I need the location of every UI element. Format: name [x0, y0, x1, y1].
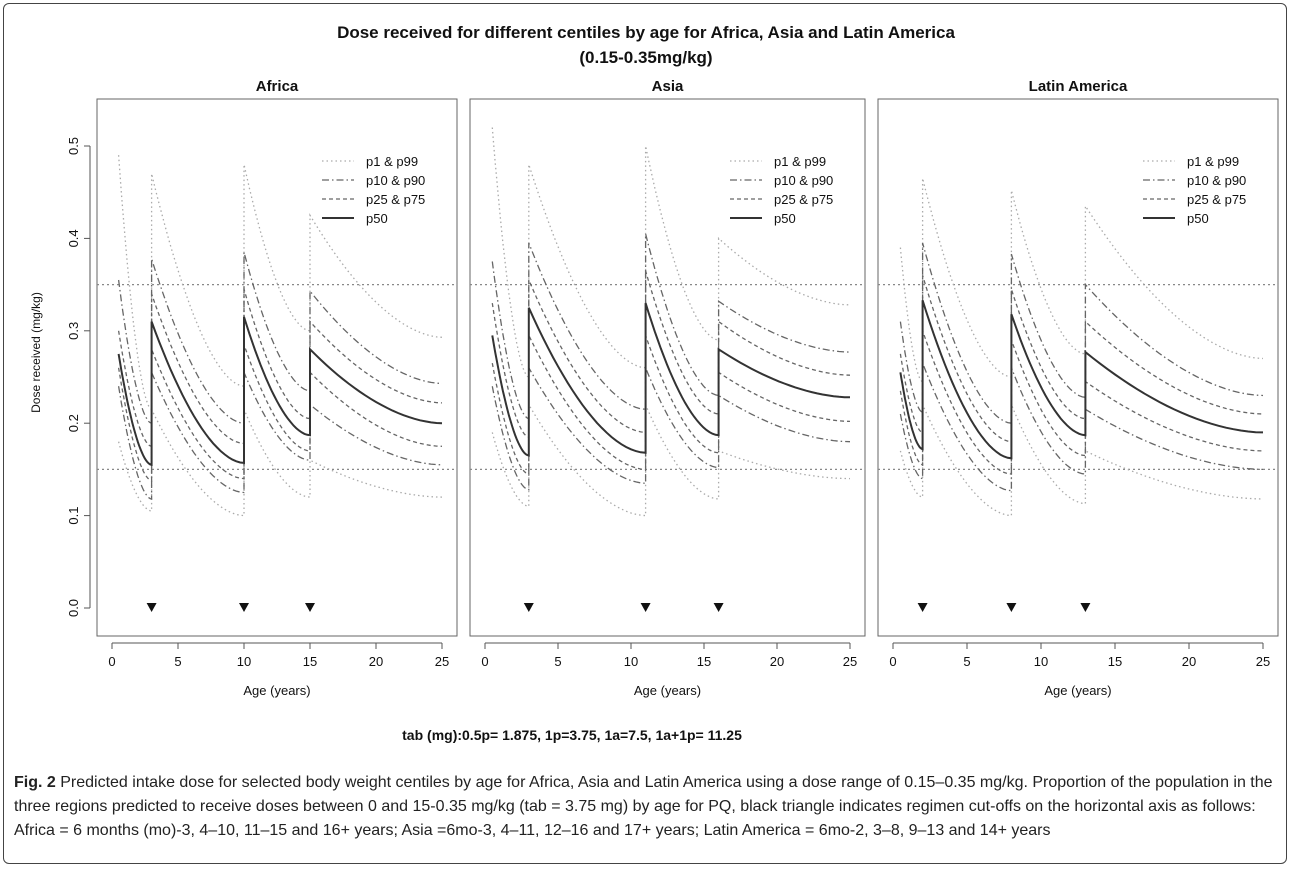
- x-axis-label: Age (years): [243, 683, 310, 698]
- legend-label: p25 & p75: [774, 192, 833, 207]
- x-axis-label: Age (years): [634, 683, 701, 698]
- series-p1-line: [491, 402, 851, 517]
- cutoff-marker: [917, 603, 928, 612]
- legend-label: p1 & p99: [774, 154, 826, 169]
- panel-latin-america: Latin America 0 5 10 15 20 25 Age (years) p1 & p…: [877, 78, 1279, 698]
- series-p25-line: [117, 344, 443, 482]
- series-p75-line: [491, 270, 851, 439]
- series-p50-line: [117, 316, 443, 467]
- y-axis-label: Dose received (mg/kg): [29, 292, 43, 413]
- series-p10-line: [117, 372, 443, 500]
- legend-label: p10 & p90: [774, 173, 833, 188]
- x-tick-label: 25: [843, 654, 857, 669]
- x-tick-label: 25: [1256, 654, 1270, 669]
- x-tick-label: 20: [369, 654, 383, 669]
- y-tick-label: 0.2: [66, 414, 81, 432]
- series-p25-line: [491, 335, 851, 475]
- x-tick-label: 15: [303, 654, 317, 669]
- x-tick-label: 20: [1182, 654, 1196, 669]
- cutoff-marker: [523, 603, 534, 612]
- x-tick-label: 15: [697, 654, 711, 669]
- x-tick-label: 25: [435, 654, 449, 669]
- panel-asia: Asia 0 5 10 15 20 25 Age (years) p1 & p99 p10 & p…: [469, 78, 866, 698]
- cutoff-marker: [305, 603, 315, 612]
- legend-label: p10 & p90: [366, 173, 425, 188]
- legend-label: p50: [366, 211, 388, 226]
- panel-title: Latin America: [1029, 78, 1128, 95]
- x-tick-label: 5: [963, 654, 970, 669]
- legend-label: p1 & p99: [1187, 154, 1239, 169]
- x-tick-label: 0: [108, 654, 115, 669]
- cutoff-marker: [239, 603, 249, 612]
- figure-title-line2: (0.15-0.35mg/kg): [579, 48, 712, 67]
- caption-text: Predicted intake dose for selected body …: [14, 774, 1273, 839]
- series-p10-line: [491, 365, 851, 491]
- y-tick-label: 0.4: [66, 229, 81, 247]
- series-p99-line: [899, 178, 1264, 383]
- series-p50-line: [491, 302, 851, 457]
- y-tick-label: 0.1: [66, 507, 81, 525]
- legend-label: p50: [774, 211, 796, 226]
- series-p90-line: [899, 242, 1264, 424]
- x-tick-label: 5: [554, 654, 561, 669]
- figure-title-line1: Dose received for different centiles by …: [337, 23, 955, 42]
- figure-caption: Fig. 2 Predicted intake dose for selecte…: [14, 771, 1276, 843]
- series-p25-line: [899, 330, 1264, 475]
- figure-frame: [3, 3, 1287, 864]
- x-axis-label: Age (years): [1044, 683, 1111, 698]
- cutoff-marker: [640, 603, 651, 612]
- x-tick-label: 5: [174, 654, 181, 669]
- panel-africa: Africa 0 5 10 15 20 25 Age (years) 0.0 0.1 0.2 0.3 0…: [29, 78, 458, 698]
- footer-note: tab (mg):0.5p= 1.875, 1p=3.75, 1a=7.5, 1…: [402, 727, 742, 743]
- cutoff-marker: [1006, 603, 1017, 612]
- x-tick-label: 15: [1108, 654, 1122, 669]
- series-p90-line: [117, 252, 443, 425]
- x-tick-label: 10: [1034, 654, 1048, 669]
- x-tick-label: 10: [237, 654, 251, 669]
- y-tick-label: 0.5: [66, 137, 81, 155]
- panel-title: Asia: [652, 78, 684, 95]
- series-p1-line: [899, 404, 1264, 517]
- panel-title: Africa: [256, 78, 299, 95]
- x-tick-label: 20: [770, 654, 784, 669]
- caption-label: Fig. 2: [14, 774, 56, 791]
- cutoff-marker: [146, 603, 157, 612]
- y-tick-label: 0.3: [66, 322, 81, 340]
- x-tick-label: 0: [481, 654, 488, 669]
- x-tick-label: 10: [624, 654, 638, 669]
- series-p90-line: [491, 233, 851, 420]
- plot-frame: [469, 98, 866, 637]
- plot-frame: [96, 98, 458, 637]
- legend-label: p25 & p75: [1187, 192, 1246, 207]
- cutoff-marker: [713, 603, 724, 612]
- series-p50-line: [899, 299, 1264, 460]
- legend-label: p50: [1187, 211, 1209, 226]
- y-tick-label: 0.0: [66, 599, 81, 617]
- plot-frame: [877, 98, 1279, 637]
- x-tick-label: 0: [889, 654, 896, 669]
- series-p75-line: [899, 275, 1264, 443]
- legend-label: p1 & p99: [366, 154, 418, 169]
- legend-label: p10 & p90: [1187, 173, 1246, 188]
- cutoff-marker: [1080, 603, 1091, 612]
- legend-label: p25 & p75: [366, 192, 425, 207]
